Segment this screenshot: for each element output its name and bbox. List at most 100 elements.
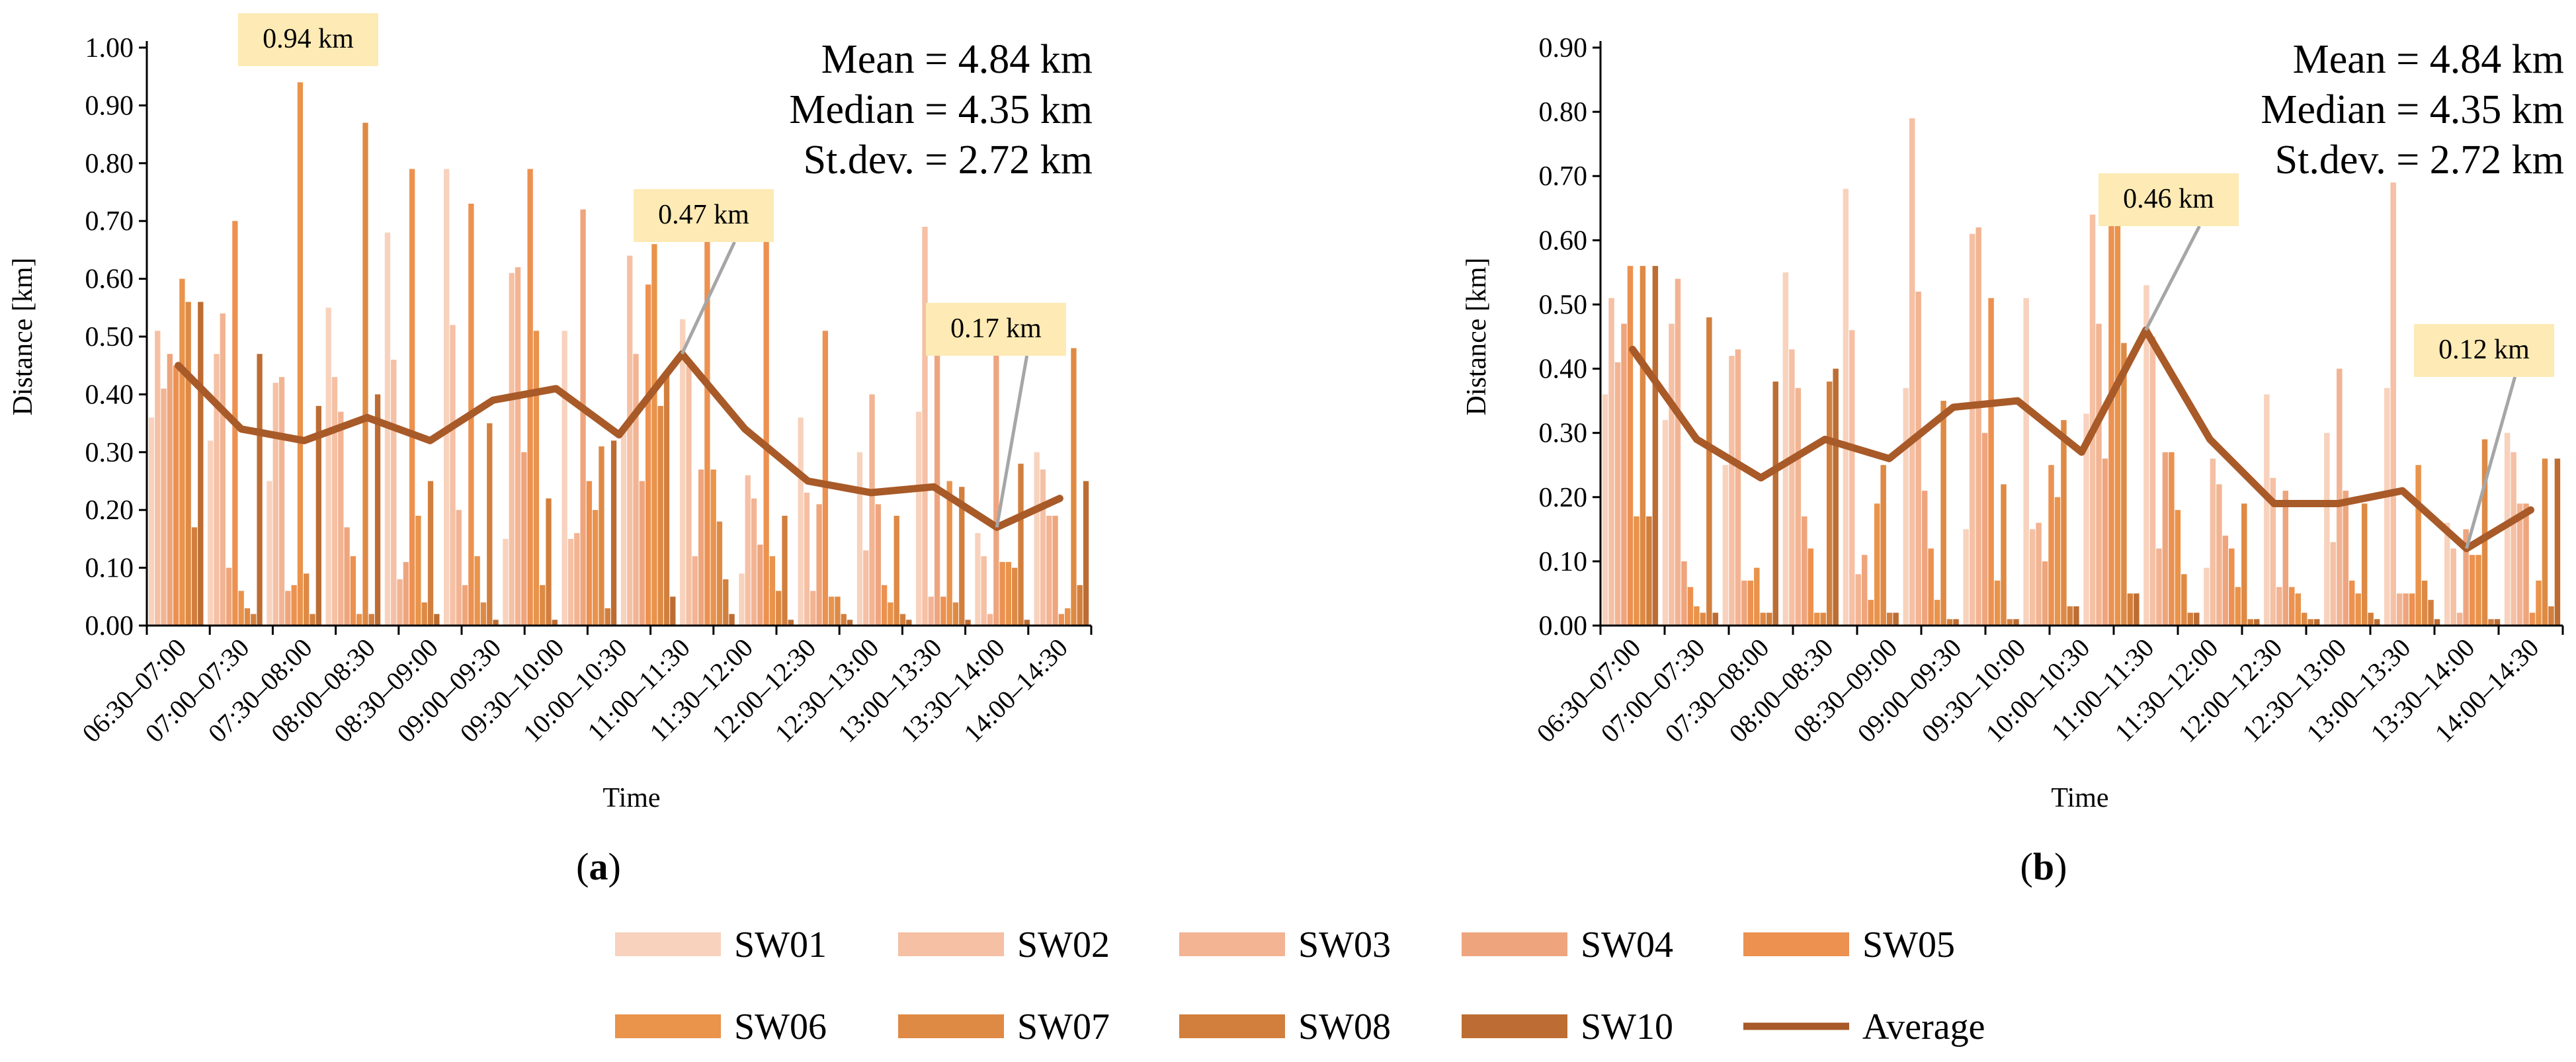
bar-sw10-15 — [2554, 458, 2561, 626]
bar-sw10-2 — [1772, 381, 1778, 626]
bar-sw07-5 — [1940, 401, 1946, 626]
y-tick-label: 0.10 — [1539, 547, 1588, 577]
bar-sw08-3 — [1826, 381, 1833, 626]
legend-swatch-sw08 — [1179, 1014, 1285, 1038]
bar-sw02-7 — [2029, 529, 2036, 626]
bar-sw02-8 — [2089, 214, 2096, 626]
panel-label-letter: b — [2033, 845, 2054, 888]
bar-sw10-8 — [2134, 593, 2140, 626]
panel-label-close: ) — [608, 845, 621, 888]
average-point-5 — [1950, 403, 1957, 411]
bar-sw08-9 — [723, 579, 729, 626]
bar-sw10-14 — [2494, 619, 2501, 626]
bar-sw02-11 — [804, 492, 810, 626]
bar-sw08-1 — [1706, 317, 1712, 626]
bar-sw05-11 — [822, 331, 829, 626]
bar-sw08-10 — [2247, 619, 2253, 626]
bar-sw06-6 — [533, 331, 540, 626]
average-point-6 — [2014, 397, 2021, 405]
bar-sw07-4 — [1880, 465, 1886, 626]
bar-sw02-5 — [1909, 118, 1915, 626]
stat-line-2: St.dev. = 2.72 km — [804, 138, 1093, 183]
bar-sw06-12 — [888, 602, 893, 626]
y-tick-label: 0.40 — [85, 380, 134, 410]
bar-sw07-11 — [835, 596, 841, 626]
legend-swatch-sw05 — [1743, 932, 1849, 956]
bar-sw02-15 — [2511, 452, 2516, 626]
bar-sw07-6 — [2001, 484, 2007, 626]
annotation-leader — [2465, 376, 2517, 550]
bar-sw02-11 — [2270, 477, 2276, 626]
bar-sw03-12 — [869, 394, 875, 626]
stat-line-1: Median = 4.35 km — [789, 87, 1093, 132]
bar-sw08-4 — [1886, 612, 1893, 626]
bar-sw04-6 — [521, 452, 527, 626]
bar-sw06-13 — [946, 481, 952, 626]
legend-label-sw03: SW03 — [1298, 924, 1391, 965]
bar-sw03-8 — [633, 354, 639, 626]
bar-sw08-13 — [959, 487, 965, 626]
average-point-14 — [1056, 495, 1063, 502]
bar-sw05-14 — [999, 561, 1005, 626]
legend-label-sw06: SW06 — [734, 1006, 827, 1047]
bar-sw05-9 — [2169, 452, 2175, 626]
bar-sw07-3 — [1820, 612, 1826, 626]
bar-sw01-5 — [1903, 388, 1909, 626]
bar-sw08-7 — [2067, 606, 2073, 626]
bar-sw08-5 — [487, 423, 493, 626]
bar-sw01-13 — [2384, 388, 2390, 626]
bar-sw01-3 — [325, 307, 331, 626]
average-point-0 — [1629, 346, 1636, 353]
bar-sw06-8 — [651, 244, 657, 626]
bar-sw06-5 — [474, 556, 480, 626]
bar-sw07-2 — [1760, 612, 1766, 626]
bar-sw05-7 — [2048, 465, 2054, 626]
bar-sw02-7 — [567, 538, 574, 626]
bar-sw03-7 — [574, 533, 580, 626]
y-axis-title: Distance [km] — [1462, 257, 1492, 415]
bar-sw04-0 — [167, 354, 173, 626]
bar-sw10-13 — [2434, 619, 2440, 626]
bar-sw06-14 — [1005, 561, 1012, 626]
bar-sw05-1 — [1687, 587, 1694, 626]
bar-sw03-12 — [2337, 368, 2343, 626]
bar-sw10-5 — [493, 620, 499, 626]
average-point-7 — [2078, 448, 2085, 456]
legend-swatch-sw03 — [1179, 932, 1285, 956]
y-tick-label: 0.30 — [1539, 419, 1588, 449]
stat-line-0: Mean = 4.84 km — [2293, 37, 2564, 82]
stat-line-2: St.dev. = 2.72 km — [2275, 138, 2564, 183]
annotation-label: 0.47 km — [658, 200, 749, 230]
bar-sw01-7 — [561, 331, 567, 626]
bar-sw10-3 — [1833, 368, 1839, 626]
average-point-12 — [931, 483, 937, 491]
bar-sw04-12 — [875, 504, 881, 626]
bar-sw07-7 — [2061, 420, 2067, 626]
bar-sw08-2 — [310, 614, 315, 626]
bar-sw06-7 — [2054, 497, 2061, 626]
panel-label-open: ( — [576, 845, 589, 888]
bar-sw05-7 — [586, 481, 593, 626]
bar-sw04-11 — [2282, 491, 2289, 626]
bar-sw03-1 — [220, 313, 226, 626]
bar-sw02-12 — [863, 550, 869, 626]
bar-sw01-8 — [620, 429, 627, 626]
bar-sw08-6 — [2007, 619, 2013, 626]
annotation-leader — [2144, 225, 2201, 331]
bar-sw05-5 — [1928, 548, 1934, 626]
bar-sw04-0 — [1621, 323, 1627, 626]
bar-sw03-9 — [2156, 548, 2162, 626]
bar-sw01-10 — [2204, 567, 2210, 626]
bar-sw06-15 — [2536, 581, 2542, 626]
legend-label-sw02: SW02 — [1017, 924, 1110, 965]
bar-sw02-9 — [2149, 337, 2156, 626]
bar-sw10-4 — [1893, 612, 1899, 626]
bar-sw07-9 — [2181, 574, 2187, 626]
bar-sw08-12 — [899, 614, 906, 626]
y-tick-label: 0.80 — [85, 149, 134, 179]
bar-sw06-4 — [415, 515, 421, 626]
bar-sw01-6 — [1963, 529, 1969, 626]
bar-sw04-7 — [580, 209, 586, 626]
bar-sw05-8 — [645, 284, 651, 626]
